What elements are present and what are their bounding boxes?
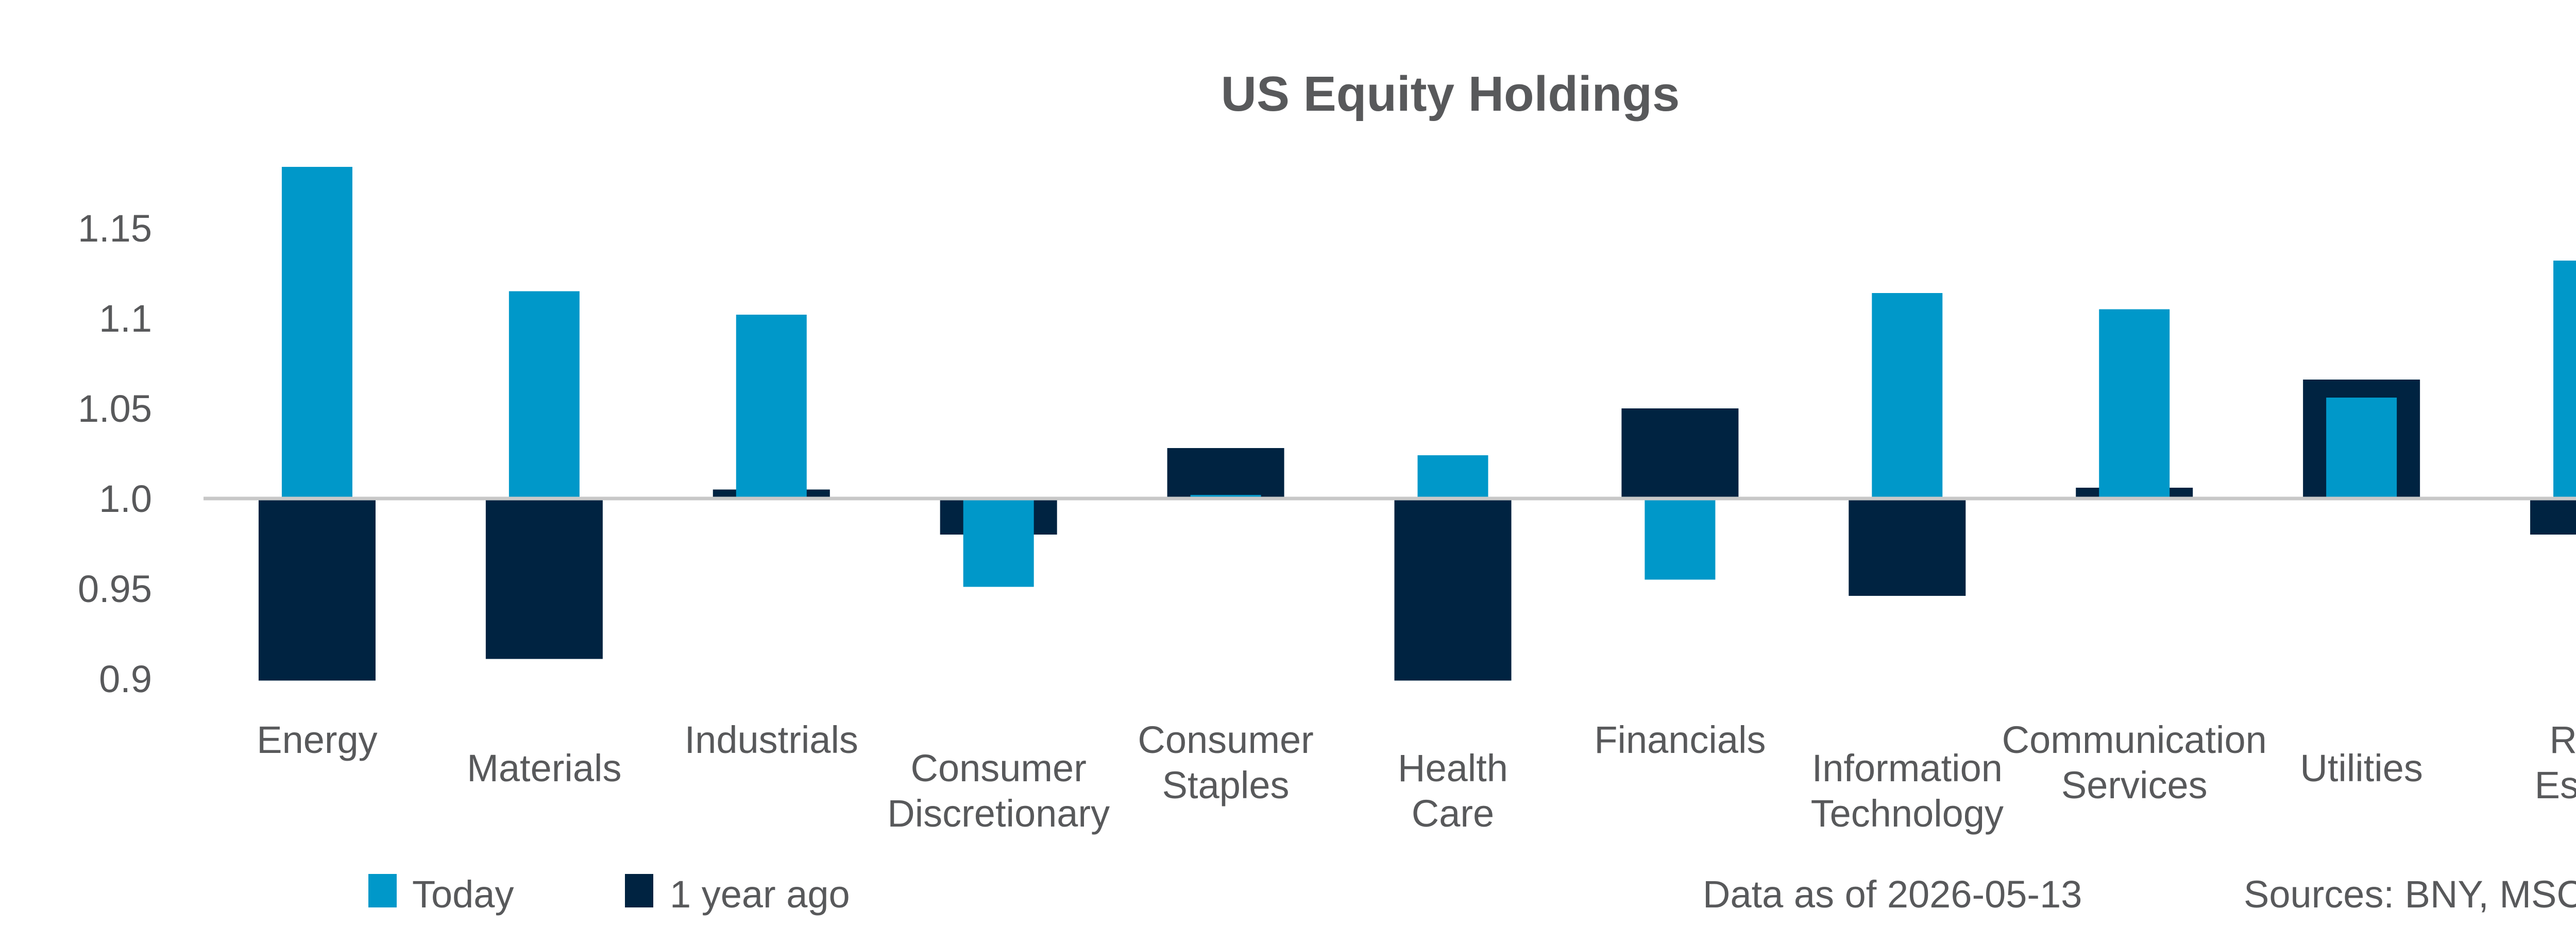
category-label: Communication Services <box>2002 718 2267 806</box>
category-label: Materials <box>467 747 621 789</box>
chart-title: US Equity Holdings <box>1221 66 1680 122</box>
bars <box>258 167 2576 681</box>
category-label: Industrials <box>685 718 858 761</box>
y-tick-label: 0.95 <box>78 568 152 610</box>
legend-label-today: Today <box>412 873 514 916</box>
category-labels: Energy Materials Industrials Consumer Discre… <box>257 718 2576 835</box>
bar-today <box>2553 261 2576 499</box>
bar-today <box>1645 499 1716 580</box>
bar-today <box>736 315 807 499</box>
legend: Today 1 year ago <box>368 873 850 916</box>
legend-swatch-1-year-ago <box>625 874 653 907</box>
bar-today <box>2326 398 2397 499</box>
bar-today <box>1872 293 1943 499</box>
bar-1-year-ago <box>485 499 603 659</box>
bar-today <box>281 167 352 499</box>
y-tick-label: 1.1 <box>99 297 152 340</box>
category-label: RealEstate <box>2535 718 2576 806</box>
category-label: Information Technology <box>1811 747 2004 835</box>
y-axis-ticks: 0.9 0.95 1.0 1.05 1.1 1.15 <box>78 207 152 700</box>
bar-1-year-ago <box>1394 499 1512 681</box>
bar-1-year-ago <box>1849 499 1966 596</box>
bar-today <box>1417 455 1488 499</box>
y-tick-label: 0.9 <box>99 658 152 700</box>
bar-today <box>2099 309 2170 499</box>
legend-swatch-today <box>368 874 397 907</box>
bar-1-year-ago <box>2530 499 2576 535</box>
category-label: Health Care <box>1398 747 1508 835</box>
category-label: Financials <box>1594 718 1766 761</box>
sources-note: Sources: BNY, MSCI <box>2244 873 2576 916</box>
bar-1-year-ago <box>258 499 376 681</box>
category-label: Energy <box>257 718 377 761</box>
legend-label-1-year-ago: 1 year ago <box>670 873 850 916</box>
bar-today <box>509 291 580 499</box>
y-tick-label: 1.05 <box>78 387 152 430</box>
category-label: Consumer Staples <box>1138 718 1313 806</box>
category-label: Utilities <box>2300 747 2422 789</box>
y-tick-label: 1.0 <box>99 477 152 520</box>
y-tick-label: 1.15 <box>78 207 152 250</box>
bar-today <box>963 499 1034 587</box>
category-label: Consumer Discretionary <box>887 747 1110 835</box>
bar-1-year-ago <box>1621 408 1739 499</box>
bar-1-year-ago <box>1167 448 1284 499</box>
data-as-of-note: Data as of 2026-05-13 <box>1703 873 2082 916</box>
